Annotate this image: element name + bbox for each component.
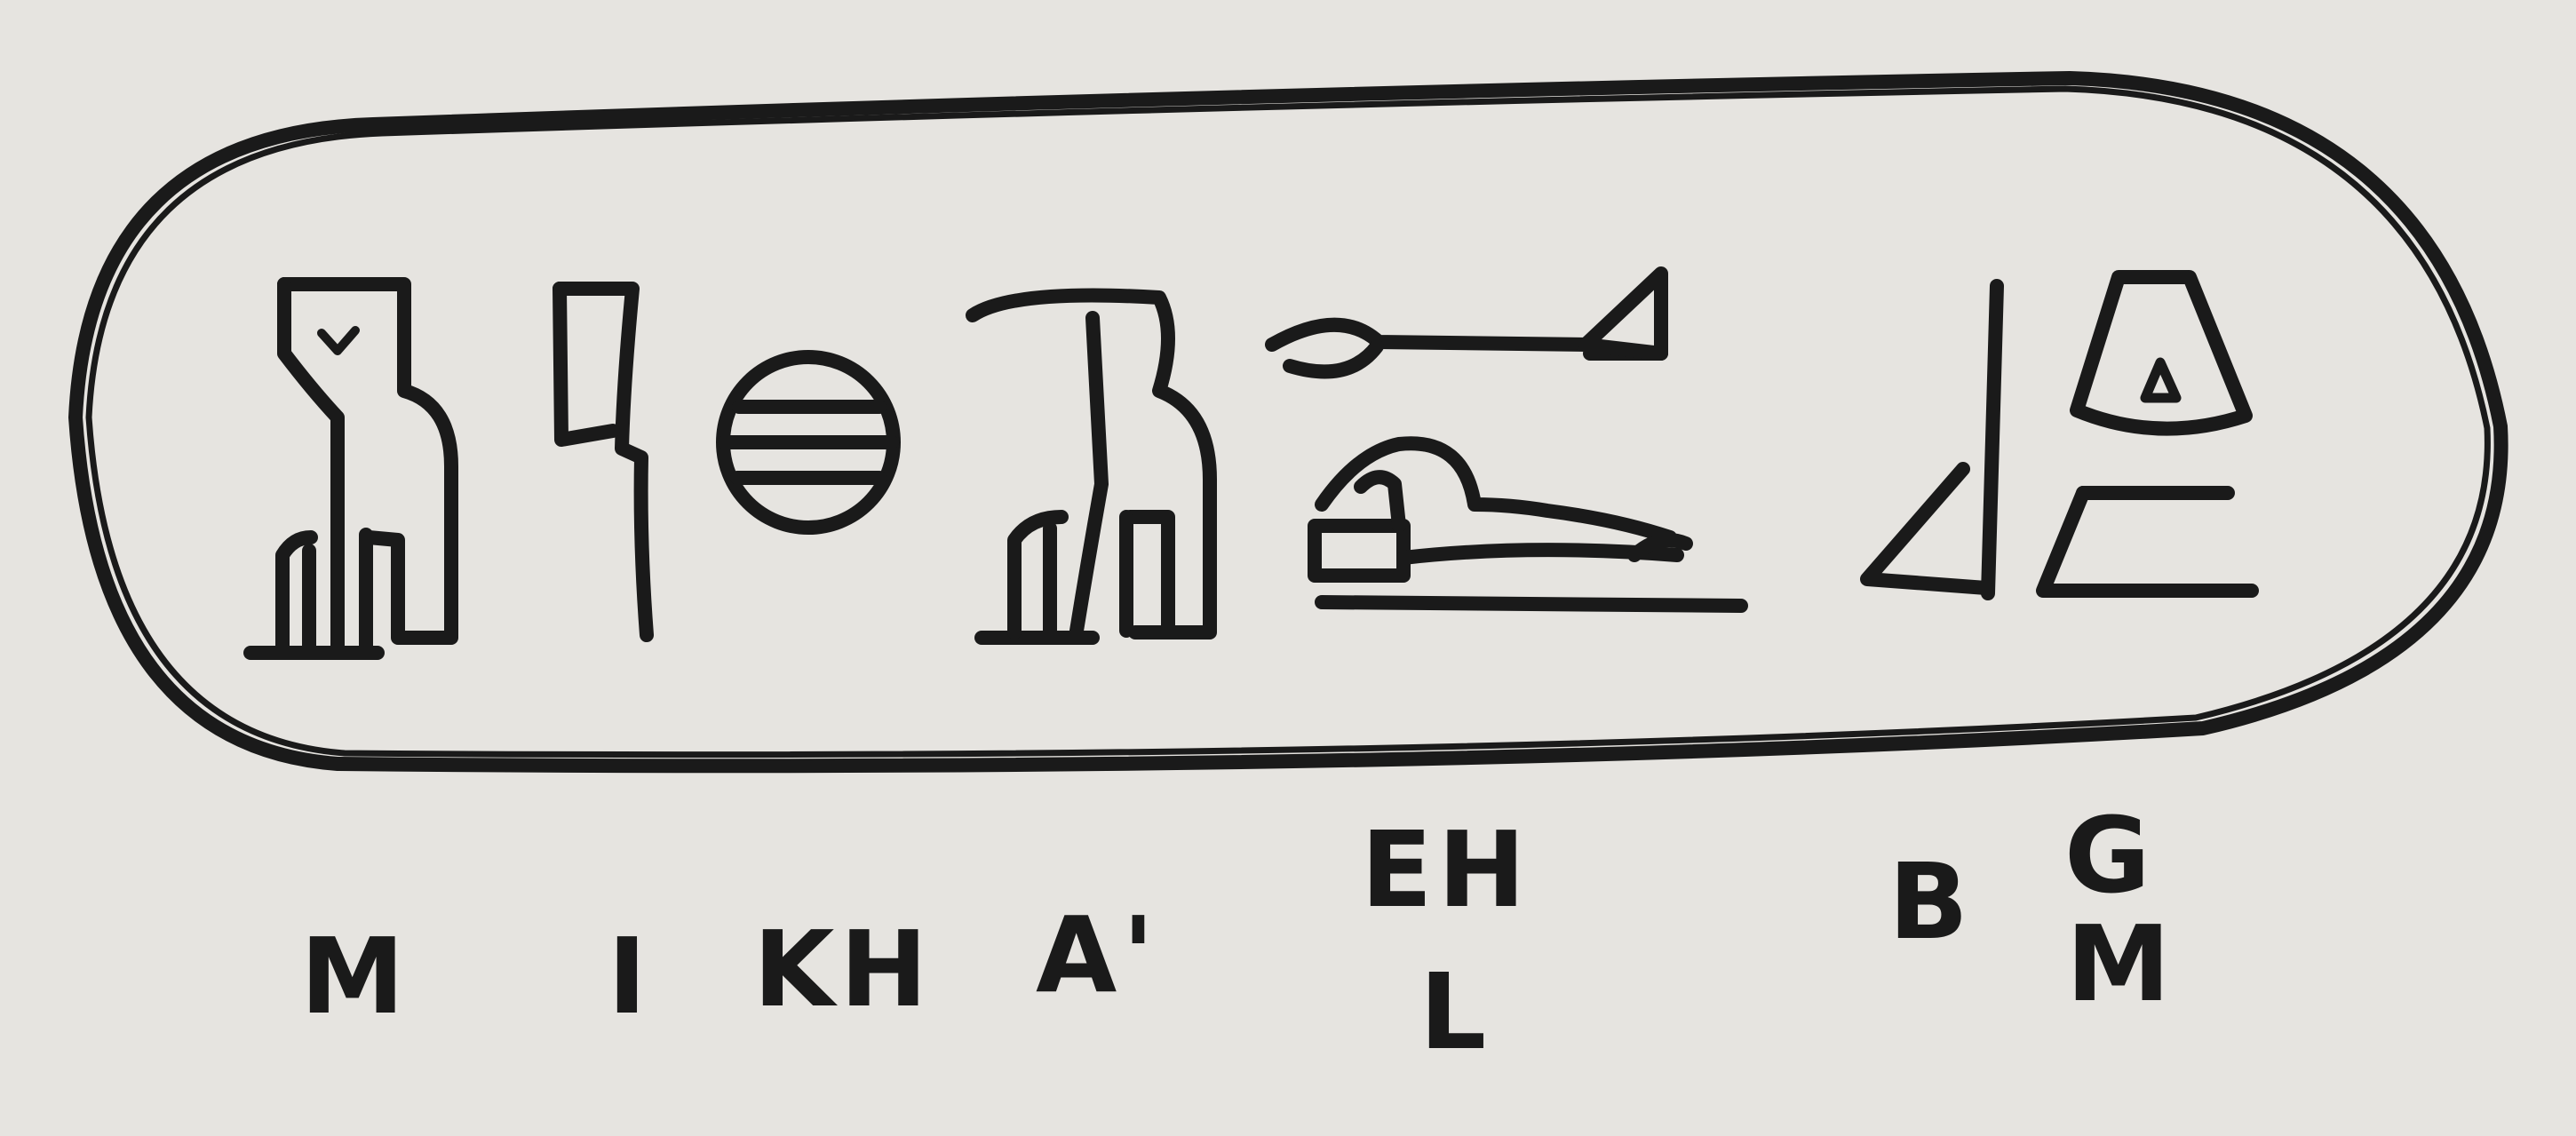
horned-viper-glyph [1265, 266, 1668, 379]
owl-glyph [243, 277, 458, 660]
label-g: G [2064, 794, 2156, 917]
label-l: L [1419, 950, 1492, 1073]
cartouche-outline [68, 71, 2508, 774]
label-m2: M [2066, 902, 2176, 1025]
reed-leaf-glyph [553, 282, 654, 642]
label-eh: EH [1361, 808, 1531, 931]
sieve-glyph [716, 350, 901, 535]
label-kh: KH [753, 908, 934, 1030]
label-b: B [1888, 840, 1974, 963]
jar-stand-glyph [2036, 270, 2259, 598]
lion-glyph [1308, 436, 1748, 613]
cartouche-outline-inner [85, 85, 2491, 759]
label-a: A' [1036, 894, 1160, 1016]
vulture-glyph [966, 288, 1217, 645]
label-i: I [608, 915, 652, 1037]
label-m: M [300, 915, 410, 1037]
foot-glyph [1860, 279, 2004, 600]
